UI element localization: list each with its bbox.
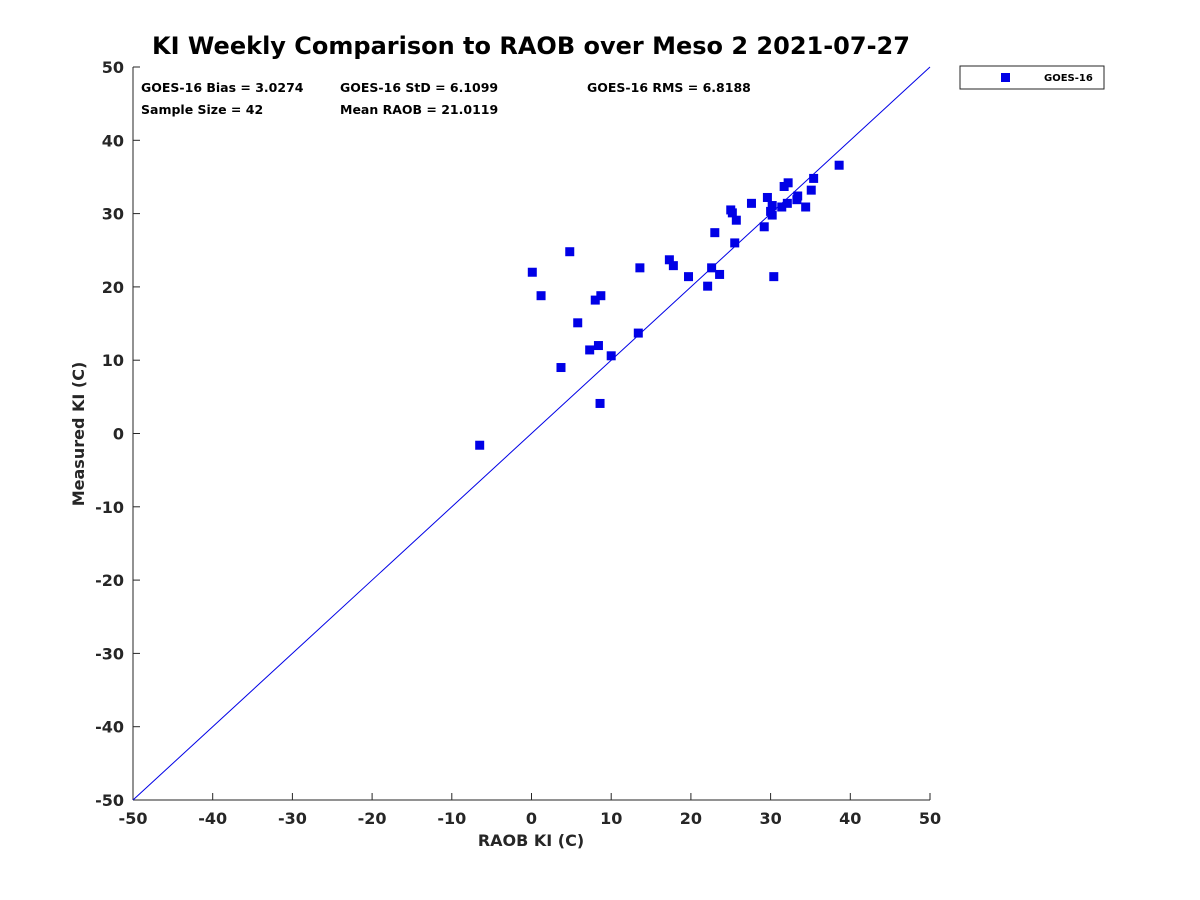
data-point xyxy=(767,201,777,211)
stat-bias: GOES-16 Bias = 3.0274 xyxy=(141,80,304,95)
x-tick-label: 20 xyxy=(680,809,702,828)
data-point xyxy=(585,345,595,355)
scatter-points xyxy=(475,160,844,450)
data-point xyxy=(475,440,485,450)
stat-sample-size: Sample Size = 42 xyxy=(141,102,263,117)
legend: GOES-16 xyxy=(959,65,1105,90)
data-point xyxy=(536,291,546,301)
x-axis-label: RAOB KI (C) xyxy=(478,831,584,850)
data-point xyxy=(762,192,772,202)
x-tick-label: 0 xyxy=(526,809,537,828)
y-tick-label: -30 xyxy=(95,644,124,663)
x-ticks: -50 -40 -30 -20 -10 0 10 20 30 40 50 xyxy=(119,793,941,828)
y-tick-label: 20 xyxy=(102,278,124,297)
y-tick-label: 0 xyxy=(113,425,124,444)
data-point xyxy=(806,185,816,195)
x-tick-label: -50 xyxy=(119,809,148,828)
x-tick-label: 50 xyxy=(919,809,941,828)
y-tick-label: 40 xyxy=(102,131,124,150)
x-tick-label: 40 xyxy=(839,809,861,828)
data-point xyxy=(783,178,793,188)
y-axis-label: Measured KI (C) xyxy=(69,362,88,507)
data-point xyxy=(684,272,694,282)
data-point xyxy=(633,328,643,338)
data-point xyxy=(782,198,792,208)
y-tick-label: -20 xyxy=(95,571,124,590)
data-point xyxy=(703,281,713,291)
stats-block: GOES-16 Bias = 3.0274 GOES-16 StD = 6.10… xyxy=(141,80,751,117)
data-point xyxy=(590,295,600,305)
data-point xyxy=(707,263,717,273)
y-tick-label: -10 xyxy=(95,498,124,517)
stat-mean-raob: Mean RAOB = 21.0119 xyxy=(340,102,498,117)
data-point xyxy=(595,398,605,408)
data-point xyxy=(606,351,616,361)
x-tick-label: -20 xyxy=(358,809,387,828)
data-point xyxy=(573,318,583,328)
data-point xyxy=(801,202,811,212)
data-point xyxy=(710,228,720,238)
data-point xyxy=(809,173,819,183)
data-point xyxy=(731,215,741,225)
data-point xyxy=(767,210,777,220)
data-point xyxy=(593,341,603,351)
x-tick-label: -30 xyxy=(278,809,307,828)
x-tick-label: 30 xyxy=(759,809,781,828)
y-tick-label: 50 xyxy=(102,58,124,77)
y-tick-label: -50 xyxy=(95,791,124,810)
data-point xyxy=(527,267,537,277)
data-point xyxy=(769,272,779,282)
data-point xyxy=(730,238,740,248)
data-point xyxy=(759,222,769,232)
data-point xyxy=(635,263,645,273)
y-tick-label: 30 xyxy=(102,205,124,224)
data-point xyxy=(834,160,844,170)
data-point xyxy=(777,202,787,212)
data-point xyxy=(746,198,756,208)
y-ticks: -50 -40 -30 -20 -10 0 10 20 30 40 50 xyxy=(95,58,140,810)
data-point xyxy=(715,269,725,279)
data-point xyxy=(664,255,674,265)
y-tick-label: 10 xyxy=(102,351,124,370)
data-point xyxy=(565,247,575,257)
data-point xyxy=(727,208,737,218)
legend-label: GOES-16 xyxy=(1044,73,1093,84)
stat-std: GOES-16 StD = 6.1099 xyxy=(340,80,498,95)
chart-title: KI Weekly Comparison to RAOB over Meso 2… xyxy=(152,32,910,60)
data-point xyxy=(596,291,606,301)
x-tick-label: -40 xyxy=(198,809,227,828)
data-point xyxy=(793,191,803,201)
data-point xyxy=(668,261,678,271)
one-to-one-line xyxy=(132,66,931,801)
y-tick-label: -40 xyxy=(95,718,124,737)
legend-box xyxy=(959,65,1105,90)
data-point xyxy=(556,363,566,373)
stat-rms: GOES-16 RMS = 6.8188 xyxy=(587,80,751,95)
x-tick-label: 10 xyxy=(600,809,622,828)
legend-marker-icon xyxy=(1001,73,1010,82)
x-tick-label: -10 xyxy=(437,809,466,828)
